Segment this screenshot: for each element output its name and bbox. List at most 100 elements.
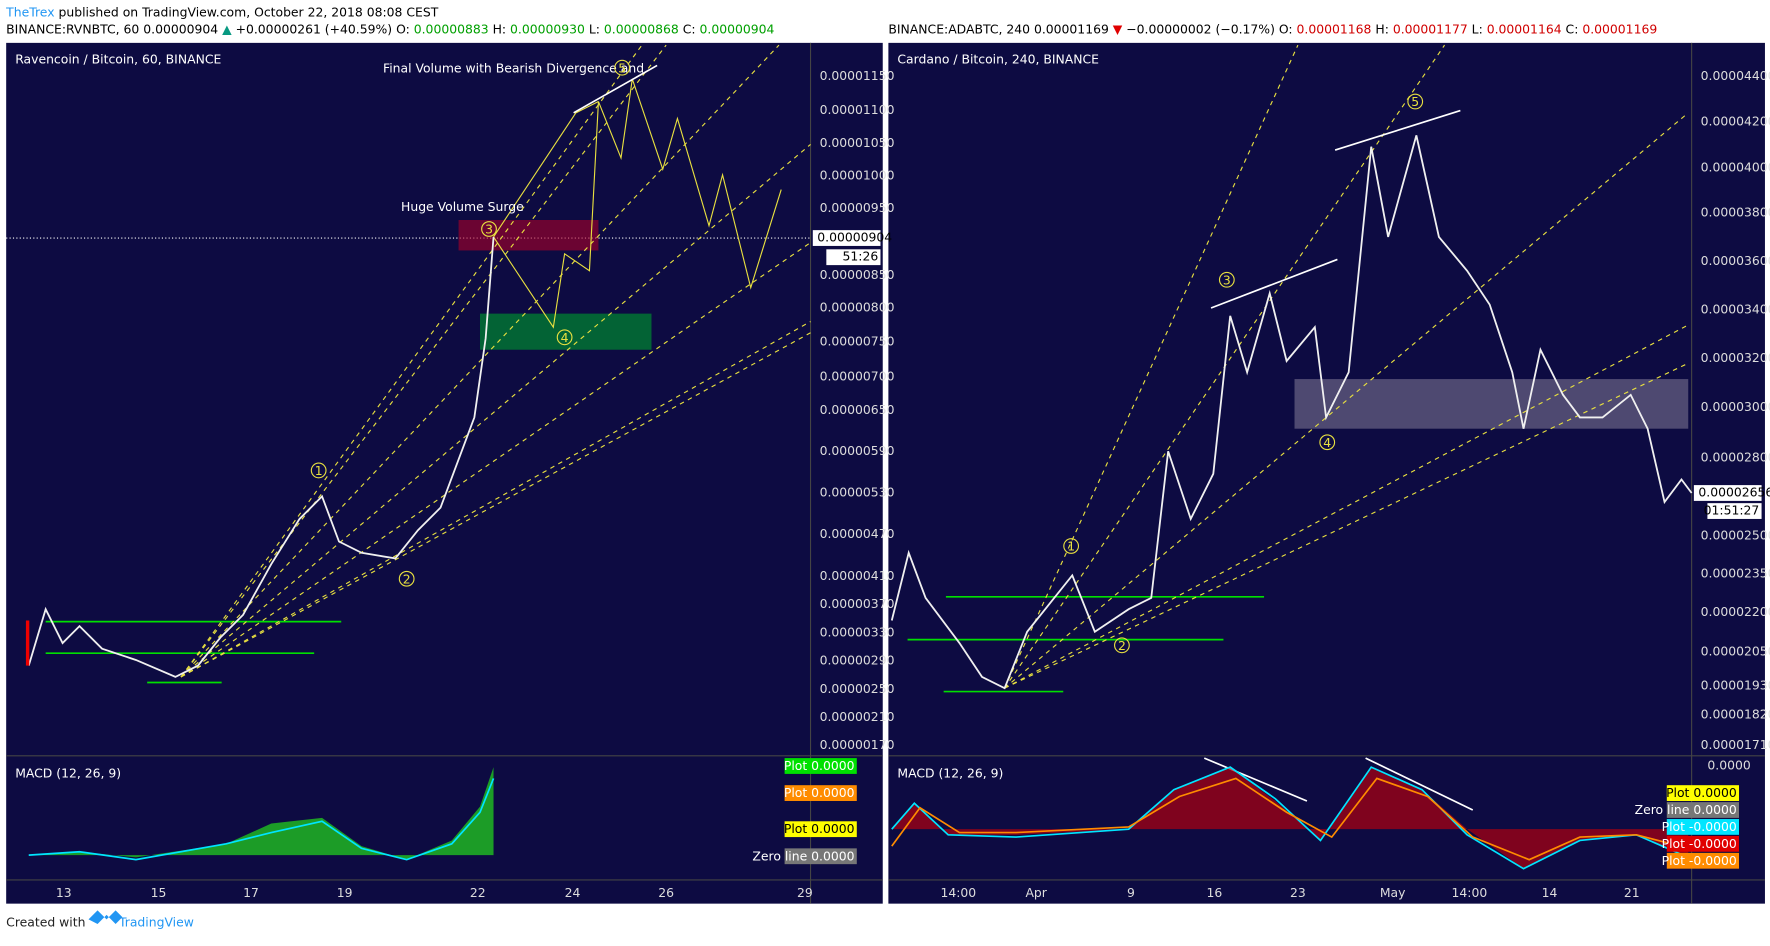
indicator-axis-label: 0.0000 bbox=[1707, 758, 1750, 773]
wave-circle bbox=[1114, 637, 1130, 654]
symbol-header: BINANCE:ADABTC, 240 0.00001169 ▼ −0.0000… bbox=[888, 21, 1657, 36]
wave-label: 1 bbox=[1067, 539, 1075, 554]
price-axis-label: 0.00000850 bbox=[820, 267, 895, 282]
price-axis-label: 0.00001930 bbox=[1701, 677, 1770, 692]
symbol: BINANCE:ADABTC, 240 bbox=[888, 21, 1030, 36]
wave-label: 5 bbox=[1411, 94, 1419, 109]
indicator-title: MACD (12, 26, 9) bbox=[897, 765, 1003, 780]
badge bbox=[1666, 819, 1740, 835]
badge-text: Plot -0.0000 bbox=[1662, 835, 1737, 850]
badge-text: Plot 0.0000 bbox=[1666, 785, 1737, 800]
price-axis-label: 0.00000750 bbox=[820, 333, 895, 348]
time-axis-label: May bbox=[1380, 885, 1406, 900]
badge-value: 0.0000 bbox=[811, 785, 854, 800]
badge-name: Plot bbox=[1662, 835, 1685, 850]
badge-name: Zero line bbox=[752, 848, 807, 863]
wave-circle bbox=[1407, 93, 1424, 110]
annotation: Huge Volume Surge bbox=[401, 199, 524, 214]
badge bbox=[1666, 852, 1740, 869]
ohlc-label: L: bbox=[1472, 21, 1483, 36]
ohlc-value: 0.00000868 bbox=[604, 21, 679, 36]
ohlc-value: 0.00001168 bbox=[1297, 21, 1372, 36]
chart-drawings bbox=[6, 42, 1765, 924]
price-axis-label: 0.00001000 bbox=[820, 167, 895, 182]
price-axis-label: 0.00003400 bbox=[1701, 302, 1770, 317]
price-axis-label: 0.00000330 bbox=[820, 624, 895, 639]
price-axis-label: 0.00002500 bbox=[1701, 527, 1770, 542]
price-axis-label: 0.00002050 bbox=[1701, 644, 1770, 659]
badge bbox=[1666, 785, 1740, 801]
wave-label: 5 bbox=[618, 60, 626, 75]
ohlc-value: 0.00000904 bbox=[700, 21, 775, 36]
chart-title: Cardano / Bitcoin, 240, BINANCE bbox=[897, 51, 1099, 66]
time-axis-label: 14:00 bbox=[940, 885, 976, 900]
badge bbox=[784, 848, 857, 865]
time-axis-label: 16 bbox=[1207, 885, 1223, 900]
badge-name: Plot bbox=[784, 821, 807, 836]
footer-brand[interactable]: TradingView bbox=[118, 914, 194, 929]
ohlc-value: 0.00000930 bbox=[510, 21, 585, 36]
price-axis-label: 0.00003200 bbox=[1701, 350, 1770, 365]
time-axis-label: 23 bbox=[1290, 885, 1306, 900]
countdown-box bbox=[1707, 503, 1762, 519]
wave-label: 4 bbox=[561, 330, 569, 345]
ohlc-label: O: bbox=[396, 21, 410, 36]
badge-text: Plot 0.0000 bbox=[784, 821, 855, 836]
badge-name: Plot bbox=[1662, 852, 1685, 867]
change-arrow: ▲ bbox=[222, 21, 232, 36]
badge bbox=[1666, 835, 1740, 852]
price-axis-label: 0.00001710 bbox=[1701, 737, 1770, 752]
ohlc-label: L: bbox=[589, 21, 600, 36]
symbol-header: BINANCE:RVNBTC, 60 0.00000904 ▲ +0.00000… bbox=[6, 21, 774, 36]
price-axis-label: 0.00000290 bbox=[820, 653, 895, 668]
chart-title: Ravencoin / Bitcoin, 60, BINANCE bbox=[15, 51, 221, 66]
price-axis-label: 0.00000590 bbox=[820, 443, 895, 458]
ohlc-value: 0.00001169 bbox=[1582, 21, 1657, 36]
price-axis-label: 0.00003800 bbox=[1701, 205, 1770, 220]
last-price: 0.00001169 bbox=[1034, 21, 1109, 36]
ohlc-value: 0.00001164 bbox=[1487, 21, 1562, 36]
time-axis-label: 14 bbox=[1542, 885, 1558, 900]
badge-value: 0.0000 bbox=[1693, 785, 1736, 800]
wave-label: 2 bbox=[403, 571, 411, 586]
change-arrow: ▼ bbox=[1113, 21, 1123, 36]
time-axis-label: 9 bbox=[1127, 885, 1135, 900]
price-axis-label: 0.00000170 bbox=[820, 737, 895, 752]
price-axis-label: 0.00000370 bbox=[820, 596, 895, 611]
ohlc-label: C: bbox=[1566, 21, 1579, 36]
annotation: Final Volume with Bearish Divergence and bbox=[383, 60, 644, 75]
badge-text: Zero line 0.0000 bbox=[1635, 802, 1737, 817]
price-axis-label: 0.00003000 bbox=[1701, 399, 1770, 414]
ohlc-label: H: bbox=[1375, 21, 1388, 36]
time-axis-label: 22 bbox=[470, 885, 486, 900]
change: +0.00000261 (+40.59%) bbox=[236, 21, 393, 36]
wave-label: 4 bbox=[1323, 435, 1331, 450]
price-axis-label: 0.00002350 bbox=[1701, 566, 1770, 581]
price-axis-label: 0.00000470 bbox=[820, 526, 895, 541]
wave-circle bbox=[398, 570, 415, 587]
badge-text: Plot -0.0000 bbox=[1662, 852, 1737, 867]
wave-circle bbox=[1218, 271, 1235, 288]
countdown: 01:51:27 bbox=[1704, 503, 1760, 518]
badge-text: Zero line 0.0000 bbox=[752, 848, 854, 863]
time-axis-label: 15 bbox=[151, 885, 167, 900]
badge-value: -0.0000 bbox=[1689, 852, 1737, 867]
ohlc-value: 0.00001177 bbox=[1393, 21, 1468, 36]
wave-circle bbox=[1063, 538, 1080, 554]
price-axis-label: 0.00004400 bbox=[1701, 68, 1770, 83]
header: TheTrex published on TradingView.com, Oc… bbox=[5, 4, 439, 19]
badge-name: Plot bbox=[1666, 785, 1689, 800]
countdown: 51:26 bbox=[843, 249, 879, 264]
price-tag-box bbox=[1693, 485, 1762, 501]
badge-name: Zero line bbox=[1635, 802, 1690, 817]
wave-circle bbox=[481, 221, 497, 237]
price-axis-label: 0.00002200 bbox=[1701, 604, 1770, 619]
author[interactable]: TheTrex bbox=[5, 4, 54, 19]
price-axis-label: 0.00000800 bbox=[820, 299, 895, 314]
price-axis-label: 0.00000700 bbox=[820, 368, 895, 383]
price-axis-label: 0.00002800 bbox=[1701, 450, 1770, 465]
time-axis-label: 21 bbox=[1624, 885, 1640, 900]
badge-value: -0.0000 bbox=[1689, 835, 1737, 850]
badge-value: 0.0000 bbox=[811, 848, 854, 863]
time-axis-label: 17 bbox=[243, 885, 259, 900]
